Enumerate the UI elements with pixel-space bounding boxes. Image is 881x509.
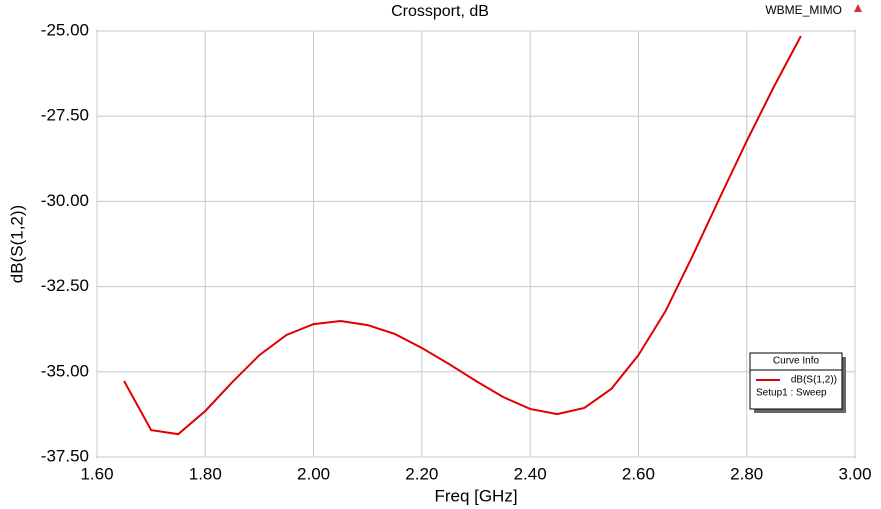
legend-box [749, 352, 843, 410]
x-axis-label: Freq [GHz] [434, 486, 517, 505]
y-tick-label: -35.00 [41, 361, 89, 380]
y-axis-label: dB(S(1,2)) [7, 205, 26, 283]
plot [123, 35, 802, 436]
y-tick-label: -25.00 [41, 20, 89, 39]
series-line [123, 35, 802, 436]
x-tick-label: 2.60 [622, 464, 655, 483]
x-tick-label: 2.80 [730, 464, 763, 483]
plot-frame [96, 30, 856, 458]
y-tick-label: -30.00 [41, 191, 89, 210]
legend-setup: Setup1 : Sweep [756, 388, 827, 399]
legend-title: Curve Info [773, 356, 820, 367]
y-tick-label: -27.50 [41, 106, 89, 125]
legend: Curve Info dB(S(1,2)) Setup1 : Sweep [749, 352, 846, 413]
chart-title: Crossport, dB [391, 3, 489, 20]
project-name: WBME_MIMO [765, 3, 842, 17]
legend-entry: dB(S(1,2)) [791, 375, 837, 386]
x-tick-label: 2.20 [405, 464, 438, 483]
x-tick-label: 3.00 [838, 464, 871, 483]
y-tick-label: -32.50 [41, 276, 89, 295]
x-tick-label: 1.80 [189, 464, 222, 483]
x-tick-label: 2.40 [514, 464, 547, 483]
grid [96, 30, 856, 458]
logo [854, 4, 862, 12]
y-tick-label: -37.50 [41, 446, 89, 465]
x-tick-label: 2.00 [297, 464, 330, 483]
x-tick-label: 1.60 [80, 464, 113, 483]
